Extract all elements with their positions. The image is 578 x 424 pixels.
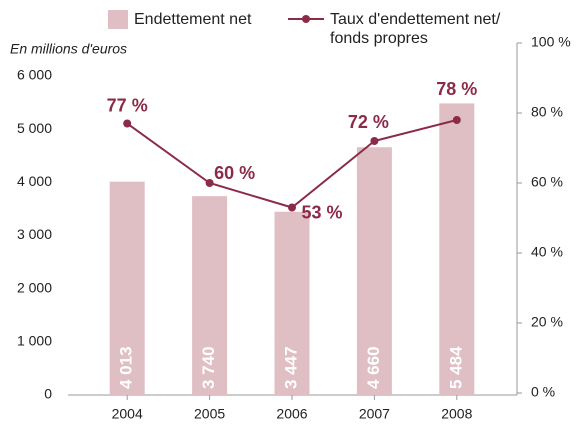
x-tick-label: 2008 [441, 406, 472, 422]
y2-tick-label: 20 % [531, 314, 563, 330]
line-value-label: 78 % [436, 79, 477, 99]
line-value-label: 60 % [214, 163, 255, 183]
legend-item: Taux d'endettement net/ fonds propres [288, 10, 530, 48]
legend-rect [108, 10, 128, 29]
legend-swatch [288, 15, 324, 23]
y2-tick-label: 80 % [531, 104, 563, 120]
bar [439, 103, 475, 396]
line-value-label: 72 % [348, 112, 389, 132]
bar [356, 147, 392, 395]
legend-label: Endettement net [134, 11, 252, 28]
line-point [123, 119, 132, 128]
x-tick-label: 2006 [276, 406, 307, 422]
bar-value-label: 4 013 [117, 346, 136, 389]
bar-value-label: 5 484 [446, 346, 465, 389]
bar [274, 211, 310, 395]
x-tick-label: 2005 [194, 406, 225, 422]
y-tick-label: 5 000 [17, 120, 52, 136]
line-point [205, 179, 214, 187]
line-point [452, 116, 461, 124]
y-axis-label: En millions d'euros [10, 41, 127, 57]
line-point [288, 203, 296, 212]
legend-item: Endettement net [108, 10, 251, 29]
y-tick-label: 4 000 [17, 173, 52, 189]
y-tick-label: 3 000 [17, 226, 52, 242]
bar-value-label: 4 660 [364, 346, 383, 389]
y2-tick-label: 100 % [531, 34, 571, 50]
y-tick-label: 2 000 [17, 279, 52, 295]
bar-value-label: 3 740 [199, 346, 218, 389]
x-tick-label: 2004 [112, 406, 143, 422]
y2-tick-label: 40 % [531, 244, 563, 260]
line-point [370, 137, 379, 145]
y-tick-label: 0 [44, 386, 52, 402]
bar [109, 181, 145, 395]
legend-label: Taux d'endettement net/ fonds propres [330, 11, 501, 47]
legend-marker [302, 15, 310, 23]
x-tick-label: 2007 [359, 406, 390, 422]
bar-value-label: 3 447 [281, 346, 300, 389]
line-value-label: 53 % [301, 202, 342, 222]
line-value-label: 77 % [107, 95, 148, 115]
y2-tick-label: 60 % [531, 174, 563, 190]
y2-tick-label: 0 % [531, 384, 555, 400]
y-tick-label: 1 000 [17, 333, 52, 349]
bar [192, 196, 228, 395]
legend-swatch [108, 10, 128, 29]
y-tick-label: 6 000 [17, 67, 52, 83]
line [126, 119, 458, 209]
